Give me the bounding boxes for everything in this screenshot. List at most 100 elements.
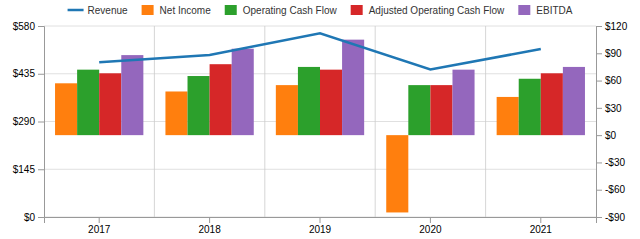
- tick-label: 2021: [530, 224, 553, 235]
- grid: [44, 26, 596, 217]
- tick: $145: [13, 164, 44, 175]
- tick-mark: [38, 217, 44, 218]
- bar: [298, 67, 320, 135]
- legend-item: Operating Cash Flow: [225, 5, 338, 16]
- legend-label: Revenue: [88, 5, 128, 16]
- legend: Revenue Net Income Operating Cash Flow Adju…: [68, 5, 573, 16]
- bar: [541, 73, 563, 135]
- tick-label: 2017: [88, 224, 111, 235]
- legend-item: Adjusted Operating Cash Flow: [351, 5, 505, 16]
- bar: [121, 55, 143, 135]
- plot: 2017 2018 2019 2020 2021 $0 $145 $290 $435 $580 -$…: [13, 21, 628, 235]
- tick-label: -$90: [605, 212, 625, 223]
- group-separator: [154, 26, 155, 217]
- bar: [210, 64, 232, 135]
- bar: [430, 85, 452, 135]
- tick-label: $120: [605, 21, 628, 32]
- tick-label: -$60: [605, 184, 625, 195]
- bar: [563, 67, 585, 135]
- x-axis: 2017 2018 2019 2020 2021: [45, 217, 597, 235]
- grid-line: [44, 26, 596, 27]
- tick: $60: [596, 75, 622, 86]
- legend-swatch: [68, 9, 84, 12]
- marks: [55, 33, 585, 212]
- tick: 2017: [88, 217, 111, 235]
- axis-line: [597, 27, 603, 218]
- tick: $90: [596, 48, 622, 59]
- tick-mark: [540, 217, 541, 223]
- legend-swatch: [225, 5, 237, 15]
- bar-series: [99, 64, 563, 135]
- bar: [320, 70, 342, 135]
- tick-label: $0: [605, 130, 617, 141]
- bar: [386, 135, 408, 212]
- bar: [452, 70, 474, 135]
- tick: $290: [13, 116, 44, 127]
- tick: 2019: [309, 217, 332, 235]
- legend-label: Operating Cash Flow: [243, 5, 338, 16]
- bar: [497, 97, 519, 135]
- tick-mark: [38, 74, 44, 75]
- tick: $580: [13, 21, 44, 32]
- tick-label: -$30: [605, 157, 625, 168]
- tick: -$30: [596, 157, 625, 168]
- bar: [165, 91, 187, 135]
- tick: -$90: [596, 212, 625, 223]
- legend-item: Net Income: [142, 5, 212, 16]
- tick: $120: [596, 21, 628, 32]
- group-separator: [485, 26, 486, 217]
- tick-mark: [99, 217, 100, 223]
- legend-label: Adjusted Operating Cash Flow: [369, 5, 505, 16]
- tick-label: $145: [13, 164, 36, 175]
- tick-mark: [596, 217, 602, 218]
- tick-label: 2018: [198, 224, 221, 235]
- bar: [232, 49, 254, 135]
- group-separator: [264, 26, 265, 217]
- tick-mark: [38, 169, 44, 170]
- tick: $435: [13, 68, 44, 79]
- tick-mark: [38, 26, 44, 27]
- tick-mark: [209, 217, 210, 223]
- tick: $0: [24, 212, 44, 223]
- tick: $30: [596, 103, 622, 114]
- legend-swatch: [351, 5, 363, 15]
- chart: Revenue Net Income Operating Cash Flow Adju…: [0, 0, 640, 239]
- tick-label: $30: [605, 103, 622, 114]
- tick-mark: [596, 190, 602, 191]
- tick-label: 2020: [419, 224, 442, 235]
- tick-mark: [596, 53, 602, 54]
- tick-mark: [320, 217, 321, 223]
- tick: $0: [596, 130, 617, 141]
- tick-label: $90: [605, 48, 622, 59]
- tick-mark: [38, 122, 44, 123]
- tick-label: 2019: [309, 224, 332, 235]
- bar: [519, 79, 541, 135]
- tick-mark: [596, 26, 602, 27]
- bar: [99, 73, 121, 135]
- group-separator: [375, 26, 376, 217]
- y2-axis: -$90 -$60 -$30 $0 $30 $60 $90 $120: [596, 21, 628, 223]
- tick-mark: [596, 81, 602, 82]
- tick-mark: [430, 217, 431, 223]
- legend-item: EBITDA: [518, 5, 572, 16]
- tick-mark: [596, 162, 602, 163]
- y-axis: $0 $145 $290 $435 $580: [13, 21, 45, 223]
- bar: [276, 85, 298, 135]
- tick-label: $435: [13, 68, 36, 79]
- legend-label: Net Income: [160, 5, 212, 16]
- tick-mark: [596, 135, 602, 136]
- legend-swatch: [518, 5, 530, 15]
- tick-label: $0: [24, 212, 36, 223]
- grid-line: [44, 169, 596, 170]
- tick: 2020: [419, 217, 442, 235]
- tick-label: $580: [13, 21, 36, 32]
- legend-swatch: [142, 5, 154, 15]
- bar: [342, 40, 364, 136]
- bar: [188, 76, 210, 135]
- bar: [77, 70, 99, 135]
- tick: 2021: [530, 217, 553, 235]
- bar-series: [77, 67, 541, 135]
- tick-mark: [596, 108, 602, 109]
- axis-line: [45, 218, 597, 224]
- legend-item: Revenue: [68, 5, 128, 16]
